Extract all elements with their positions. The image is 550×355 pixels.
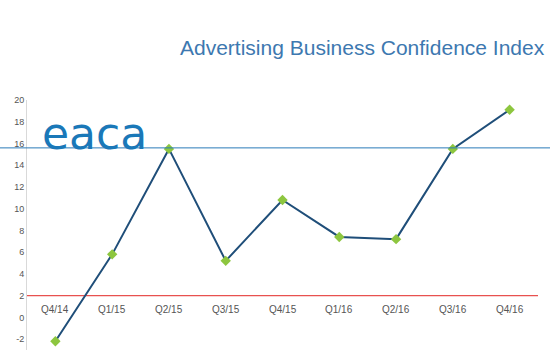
svg-text:Q4/16: Q4/16 bbox=[496, 304, 524, 315]
svg-text:Advertising Business Confidenc: Advertising Business Confidence Index bbox=[180, 36, 545, 59]
svg-text:Q4/15: Q4/15 bbox=[269, 304, 297, 315]
svg-text:2: 2 bbox=[19, 291, 24, 301]
svg-text:0: 0 bbox=[19, 313, 24, 323]
svg-text:Q2/16: Q2/16 bbox=[382, 304, 410, 315]
svg-text:Q4/14: Q4/14 bbox=[41, 304, 69, 315]
svg-text:-2: -2 bbox=[16, 334, 24, 344]
svg-text:8: 8 bbox=[19, 226, 24, 236]
svg-text:4: 4 bbox=[19, 269, 24, 279]
svg-text:Q2/15: Q2/15 bbox=[155, 304, 183, 315]
svg-text:18: 18 bbox=[14, 117, 24, 127]
svg-text:6: 6 bbox=[19, 247, 24, 257]
svg-text:14: 14 bbox=[14, 160, 24, 170]
svg-text:Q1/16: Q1/16 bbox=[325, 304, 353, 315]
svg-text:eaca: eaca bbox=[42, 108, 147, 159]
svg-text:Q3/15: Q3/15 bbox=[212, 304, 240, 315]
svg-text:12: 12 bbox=[14, 182, 24, 192]
svg-text:Q1/15: Q1/15 bbox=[98, 304, 126, 315]
svg-text:10: 10 bbox=[14, 204, 24, 214]
svg-text:20: 20 bbox=[14, 95, 24, 105]
svg-text:Q3/16: Q3/16 bbox=[439, 304, 467, 315]
svg-text:16: 16 bbox=[14, 139, 24, 149]
